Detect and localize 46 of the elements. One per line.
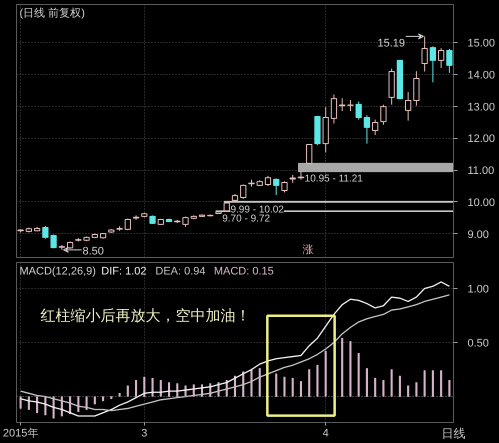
annotation: 8.50 <box>82 245 104 258</box>
candlestick <box>405 91 412 122</box>
text: MACD: 0.15 <box>214 266 274 278</box>
text: DIF: 1.02 <box>101 266 147 278</box>
candlestick <box>240 184 246 200</box>
x-tick-label: 3 <box>141 428 148 440</box>
y-tick-label: 1.00 <box>468 283 489 296</box>
chart-title: MACD(12,26,9) <box>20 266 96 278</box>
candlestick <box>430 46 436 83</box>
band-label: 9.70 - 9.72 <box>222 214 270 225</box>
candlestick <box>182 216 189 228</box>
x-tick-label: 2015年 <box>2 428 38 440</box>
candlestick <box>364 114 370 144</box>
candlestick <box>413 70 420 106</box>
candlestick <box>264 175 272 187</box>
y-tick-label: 10.00 <box>468 196 496 209</box>
annotation: 红柱缩小后再放大，空中加油！ <box>40 307 251 324</box>
y-tick-label: 0.50 <box>468 338 489 350</box>
y-tick-label: 13.00 <box>468 101 496 114</box>
y-tick-label: 12.00 <box>468 133 496 146</box>
chart-title: (日线 前复权) <box>20 6 85 20</box>
x-axis-title: 日线 <box>442 426 466 440</box>
candlestick <box>446 48 453 74</box>
band-label: 10.95 - 11.21 <box>304 174 364 185</box>
candlestick <box>438 48 444 68</box>
candlestick <box>339 98 346 112</box>
candlestick <box>330 94 338 124</box>
candlestick <box>42 225 48 240</box>
y-tick-label: 15.00 <box>468 37 496 50</box>
x-tick-label: 4 <box>322 428 329 440</box>
annotation: 15.19 <box>377 37 405 50</box>
candlestick <box>50 234 57 249</box>
candlestick <box>372 119 378 136</box>
candlestick <box>347 99 354 112</box>
candlestick <box>356 100 362 120</box>
annotation: 涨 <box>302 244 314 256</box>
y-tick-label: 11.00 <box>468 165 494 178</box>
candlestick <box>422 36 428 72</box>
candlestick <box>273 178 280 196</box>
text: DEA: 0.94 <box>155 266 206 278</box>
candlestick <box>281 180 288 193</box>
y-tick-label: 14.00 <box>468 69 496 82</box>
candlestick <box>306 143 312 164</box>
y-tick-label: 9.00 <box>468 228 489 241</box>
band-label: 9.99 - 10.02 <box>230 204 284 216</box>
candlestick <box>380 104 387 126</box>
